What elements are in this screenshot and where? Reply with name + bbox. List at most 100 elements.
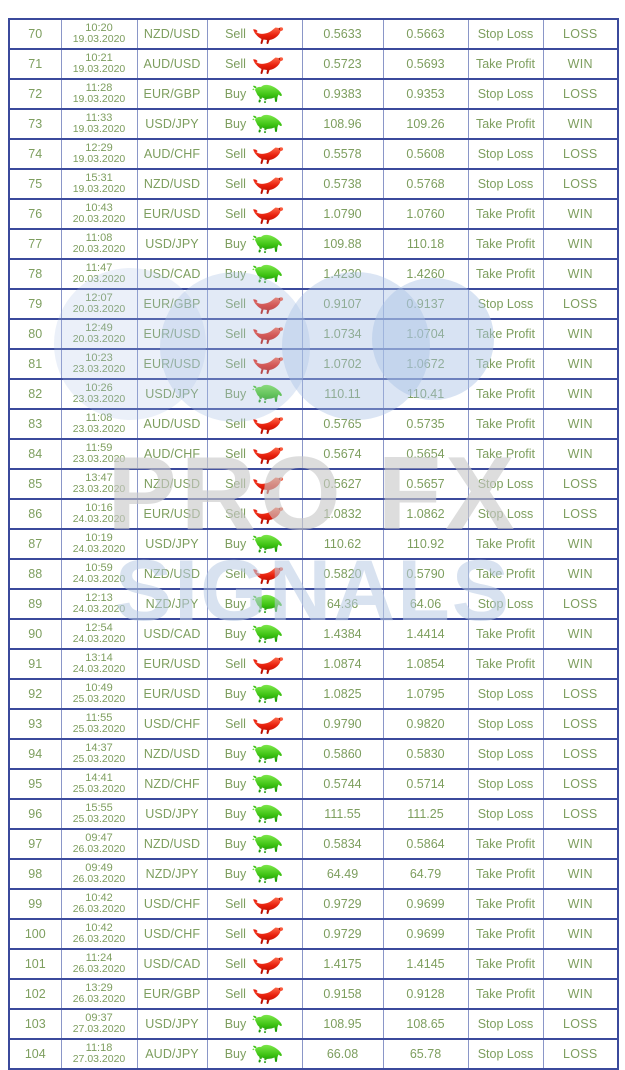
row-date: 25.03.2020: [72, 783, 126, 796]
row-direction: Buy: [207, 589, 303, 620]
row-outcome: WIN: [543, 889, 618, 920]
row-currency-pair: EUR/USD: [137, 349, 208, 380]
bear-icon: [252, 443, 284, 465]
row-currency-pair: EUR/USD: [137, 319, 208, 350]
table-row: 89 12:13 24.03.2020 NZD/JPY Buy 64.36 64.06 Sto…: [9, 589, 618, 620]
row-entry-price: 0.5834: [302, 829, 384, 860]
row-direction-label: Buy: [224, 1017, 247, 1031]
row-index: 93: [9, 709, 62, 740]
row-currency-pair: EUR/USD: [137, 649, 208, 680]
row-date: 20.03.2020: [72, 243, 126, 256]
row-outcome: WIN: [543, 979, 618, 1010]
row-direction: Buy: [207, 79, 303, 110]
row-currency-pair: USD/CHF: [137, 889, 208, 920]
row-timestamp: 12:49 20.03.2020: [61, 319, 138, 350]
row-index: 101: [9, 949, 62, 980]
row-currency-pair: NZD/USD: [137, 559, 208, 590]
row-timestamp: 13:14 24.03.2020: [61, 649, 138, 680]
row-direction-label: Sell: [225, 567, 246, 581]
row-direction: Sell: [207, 289, 303, 320]
row-outcome: WIN: [543, 619, 618, 650]
row-result: Stop Loss: [468, 139, 544, 170]
row-currency-pair: USD/CHF: [137, 709, 208, 740]
row-date: 24.03.2020: [72, 513, 126, 526]
row-entry-price: 0.5738: [302, 169, 384, 200]
row-direction-label: Sell: [225, 147, 246, 161]
row-entry-price: 0.9383: [302, 79, 384, 110]
row-date: 26.03.2020: [72, 873, 126, 886]
bear-icon: [252, 503, 284, 525]
row-direction: Sell: [207, 499, 303, 530]
row-result: Take Profit: [468, 259, 544, 290]
row-date: 23.03.2020: [72, 453, 126, 466]
row-index: 99: [9, 889, 62, 920]
table-row: 98 09:49 26.03.2020 NZD/JPY Buy 64.49 64.79 Tak…: [9, 859, 618, 890]
row-entry-price: 0.9107: [302, 289, 384, 320]
row-entry-price: 1.0702: [302, 349, 384, 380]
row-direction: Sell: [207, 319, 303, 350]
row-time: 11:59: [85, 442, 113, 455]
bull-icon: [252, 803, 284, 825]
row-direction-label: Sell: [225, 897, 246, 911]
row-outcome: LOSS: [543, 769, 618, 800]
row-result: Take Profit: [468, 919, 544, 950]
bull-icon: [252, 773, 284, 795]
bull-icon: [252, 1013, 284, 1035]
row-direction: Buy: [207, 229, 303, 260]
table-row: 76 10:43 20.03.2020 EUR/USD Sell 1.0790 1.0760…: [9, 199, 618, 230]
row-exit-price: 1.0704: [383, 319, 469, 350]
row-timestamp: 11:28 19.03.2020: [61, 79, 138, 110]
row-direction-label: Buy: [224, 687, 247, 701]
row-entry-price: 1.0874: [302, 649, 384, 680]
row-date: 24.03.2020: [72, 573, 126, 586]
table-row: 87 10:19 24.03.2020 USD/JPY Buy 110.62 110.92 T…: [9, 529, 618, 560]
row-outcome: LOSS: [543, 469, 618, 500]
row-index: 97: [9, 829, 62, 860]
row-index: 71: [9, 49, 62, 80]
row-outcome: LOSS: [543, 169, 618, 200]
row-time: 09:37: [85, 1012, 113, 1025]
bear-icon: [252, 563, 284, 585]
row-entry-price: 0.5820: [302, 559, 384, 590]
row-date: 25.03.2020: [72, 813, 126, 826]
bull-icon: [252, 113, 284, 135]
row-entry-price: 1.4175: [302, 949, 384, 980]
row-outcome: WIN: [543, 949, 618, 980]
row-index: 82: [9, 379, 62, 410]
row-time: 10:20: [85, 22, 113, 35]
row-exit-price: 0.9820: [383, 709, 469, 740]
row-exit-price: 64.06: [383, 589, 469, 620]
row-result: Take Profit: [468, 439, 544, 470]
bear-icon: [252, 893, 284, 915]
row-index: 92: [9, 679, 62, 710]
row-timestamp: 11:33 19.03.2020: [61, 109, 138, 140]
signals-table-container: 70 10:20 19.03.2020 NZD/USD Sell 0.5633 0.5663…: [8, 18, 619, 1070]
row-index: 94: [9, 739, 62, 770]
row-date: 23.03.2020: [72, 483, 126, 496]
row-direction-label: Buy: [224, 807, 247, 821]
row-time: 10:49: [85, 682, 113, 695]
row-index: 75: [9, 169, 62, 200]
row-entry-price: 1.0832: [302, 499, 384, 530]
row-result: Take Profit: [468, 109, 544, 140]
table-row: 101 11:24 26.03.2020 USD/CAD Sell 1.4175 1.414…: [9, 949, 618, 980]
row-timestamp: 11:47 20.03.2020: [61, 259, 138, 290]
row-time: 12:29: [85, 142, 113, 155]
row-currency-pair: NZD/USD: [137, 169, 208, 200]
row-timestamp: 09:37 27.03.2020: [61, 1009, 138, 1040]
row-direction: Sell: [207, 559, 303, 590]
row-date: 24.03.2020: [72, 633, 126, 646]
row-timestamp: 14:37 25.03.2020: [61, 739, 138, 770]
row-date: 19.03.2020: [72, 93, 126, 106]
bull-icon: [252, 233, 284, 255]
bear-icon: [252, 323, 284, 345]
row-index: 100: [9, 919, 62, 950]
row-currency-pair: USD/CAD: [137, 949, 208, 980]
row-timestamp: 10:20 19.03.2020: [61, 19, 138, 50]
row-direction: Buy: [207, 679, 303, 710]
row-direction-label: Sell: [225, 417, 246, 431]
bear-icon: [252, 953, 284, 975]
row-exit-price: 0.5657: [383, 469, 469, 500]
row-timestamp: 10:42 26.03.2020: [61, 889, 138, 920]
row-time: 10:23: [85, 352, 113, 365]
